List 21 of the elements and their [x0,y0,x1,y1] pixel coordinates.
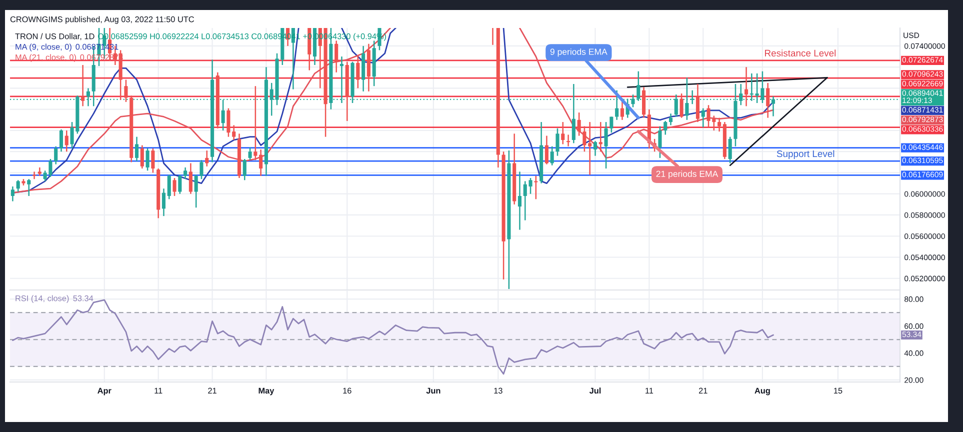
x-tick-label: May [258,388,274,396]
text: TRON / US Dollar, 1D [15,33,94,40]
x-tick-label: 21 [698,388,708,394]
annotation: 53.34 [73,295,94,302]
annotation: Resistance Level [765,50,836,57]
annotation: 21 periods EMA [656,170,718,179]
x-tick-label: 11 [154,388,162,394]
x-tick-label: Jun [426,388,440,394]
x-tick-label: Aug [754,388,770,396]
text: MA (9, close, 0) [16,44,72,52]
x-tick-label: 13 [494,388,502,394]
annotation: 9 periods EMA [550,48,608,57]
x-tick-label: 15 [834,388,842,394]
x-tick-label: 21 [208,388,216,394]
annotation: Support Level [776,150,834,159]
x-tick-label: Jul [589,388,601,394]
x-tick-label: Apr [98,388,112,396]
text: CROWNGIMS published, Aug 03, 2022 11:50 UTC [10,16,194,24]
x-tick-label: 11 [646,388,654,394]
series-label: RSI (14, close) [16,295,69,303]
x-tick-label: 16 [343,388,352,394]
